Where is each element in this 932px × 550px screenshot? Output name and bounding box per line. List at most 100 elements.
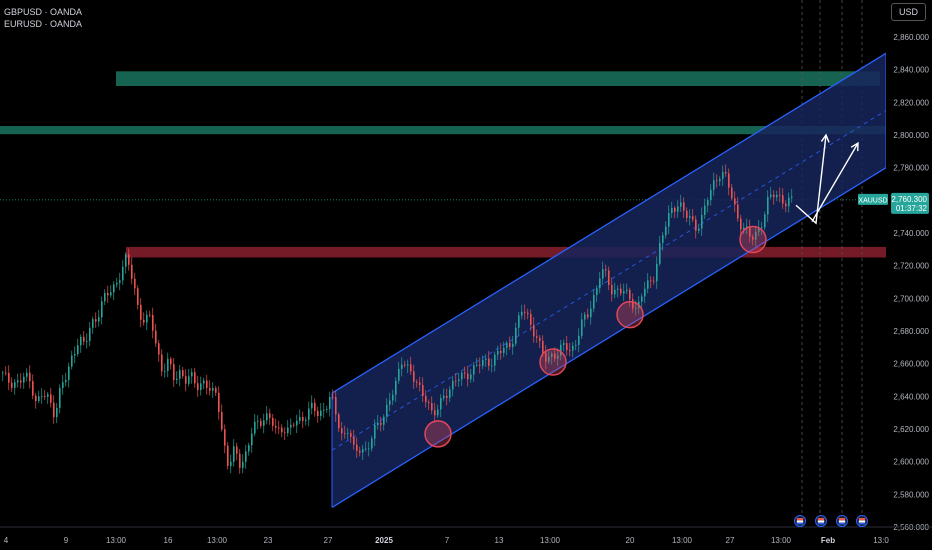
y-tick-label: 2,720.000 — [893, 262, 929, 271]
candle-body — [350, 432, 352, 437]
candle-body — [113, 284, 115, 293]
candle — [332, 389, 334, 400]
event-flag-icon[interactable] — [856, 515, 868, 527]
candle — [284, 427, 286, 441]
event-flag-icon[interactable] — [836, 515, 848, 527]
candle-body — [563, 343, 565, 345]
candle — [335, 390, 337, 422]
candle-body — [419, 382, 421, 385]
candle-body — [374, 425, 376, 439]
candle-body — [197, 383, 199, 390]
event-flag-stripe-white — [858, 520, 866, 523]
candle — [482, 355, 484, 370]
event-flag-icon[interactable] — [794, 515, 806, 527]
candle — [590, 300, 592, 325]
projection-arrowhead-1 — [820, 133, 830, 143]
candle — [647, 273, 649, 294]
candle — [641, 293, 643, 308]
x-axis[interactable]: 4 9 13:00 16 13:00 23 27 2025 7 13 13:00 20 13:00 27 1… — [0, 526, 932, 545]
candle-body — [146, 314, 148, 323]
currency-button[interactable]: USD — [891, 3, 926, 21]
candle — [38, 390, 40, 404]
candle-body — [773, 194, 775, 198]
candle-body — [689, 216, 691, 218]
symbol-badge-label: XAUUSD — [858, 197, 887, 204]
candle — [734, 191, 736, 213]
candle — [386, 398, 388, 423]
candle — [545, 345, 547, 370]
candle — [683, 197, 685, 218]
event-flag-stripe-red — [817, 518, 825, 521]
symbol-badge — [858, 193, 888, 205]
candle — [83, 331, 85, 346]
candle-body — [227, 445, 229, 466]
candle — [614, 282, 616, 299]
candle-body — [527, 312, 529, 315]
candle — [176, 371, 178, 384]
x-tick-label: 13:00 — [540, 536, 561, 545]
legend-gbpusd[interactable]: GBPUSD · OANDA — [4, 7, 83, 17]
overlay-layer — [424, 133, 859, 448]
candle-body — [611, 284, 613, 295]
projection-arrowhead-2 — [850, 141, 859, 152]
candle-body — [584, 314, 586, 320]
candle-body — [650, 280, 652, 282]
candle-body — [20, 380, 22, 383]
candle-body — [623, 291, 625, 294]
candle — [443, 388, 445, 401]
candle — [182, 366, 184, 379]
candle — [53, 395, 55, 424]
candle — [485, 354, 487, 368]
candle — [149, 310, 151, 318]
x-tick-label: 20 — [626, 536, 635, 545]
candle-body — [203, 380, 205, 384]
y-tick-label: 2,580.000 — [893, 490, 929, 499]
touch-circle-4 — [739, 225, 767, 254]
candle-body — [761, 227, 763, 229]
candle-body — [461, 372, 463, 380]
candle — [446, 388, 448, 406]
candle-body — [677, 206, 679, 212]
candle-body — [224, 429, 226, 446]
candle — [71, 350, 73, 370]
candle-body — [662, 235, 664, 243]
candle-body — [2, 372, 4, 374]
candle — [692, 208, 694, 223]
candle-body — [521, 311, 523, 316]
candle — [656, 256, 658, 289]
projection-arrow-2 — [811, 142, 859, 222]
candle-body — [764, 214, 766, 228]
events-layer[interactable] — [794, 515, 868, 527]
resistance-zone-1 — [116, 71, 880, 86]
candle — [263, 413, 265, 434]
candle-body — [446, 395, 448, 398]
candle-body — [752, 236, 754, 240]
candle-body — [398, 368, 400, 381]
resistance-zone-2 — [0, 126, 886, 135]
candle — [197, 375, 199, 397]
candle — [317, 406, 319, 423]
event-flag-icon[interactable] — [815, 515, 827, 527]
candle-body — [590, 308, 592, 318]
candle-body — [674, 207, 676, 212]
candle-body — [500, 350, 502, 353]
candle-body — [155, 330, 157, 344]
candle-body — [758, 227, 760, 232]
candle — [560, 339, 562, 361]
candle-body — [566, 343, 568, 351]
candle-body — [707, 200, 709, 206]
candle — [167, 352, 169, 378]
candle-body — [302, 417, 304, 421]
candle-body — [542, 340, 544, 353]
candle-body — [509, 342, 511, 348]
candle-body — [695, 219, 697, 231]
y-tick-label: 2,600.000 — [893, 458, 929, 467]
candle-body — [710, 189, 712, 201]
candle — [161, 349, 163, 377]
candle — [518, 312, 520, 336]
x-tick-label: 4 — [4, 536, 9, 545]
candle — [674, 205, 676, 219]
candle-body — [323, 409, 325, 411]
legend-eurusd[interactable]: EURUSD · OANDA — [4, 19, 83, 29]
